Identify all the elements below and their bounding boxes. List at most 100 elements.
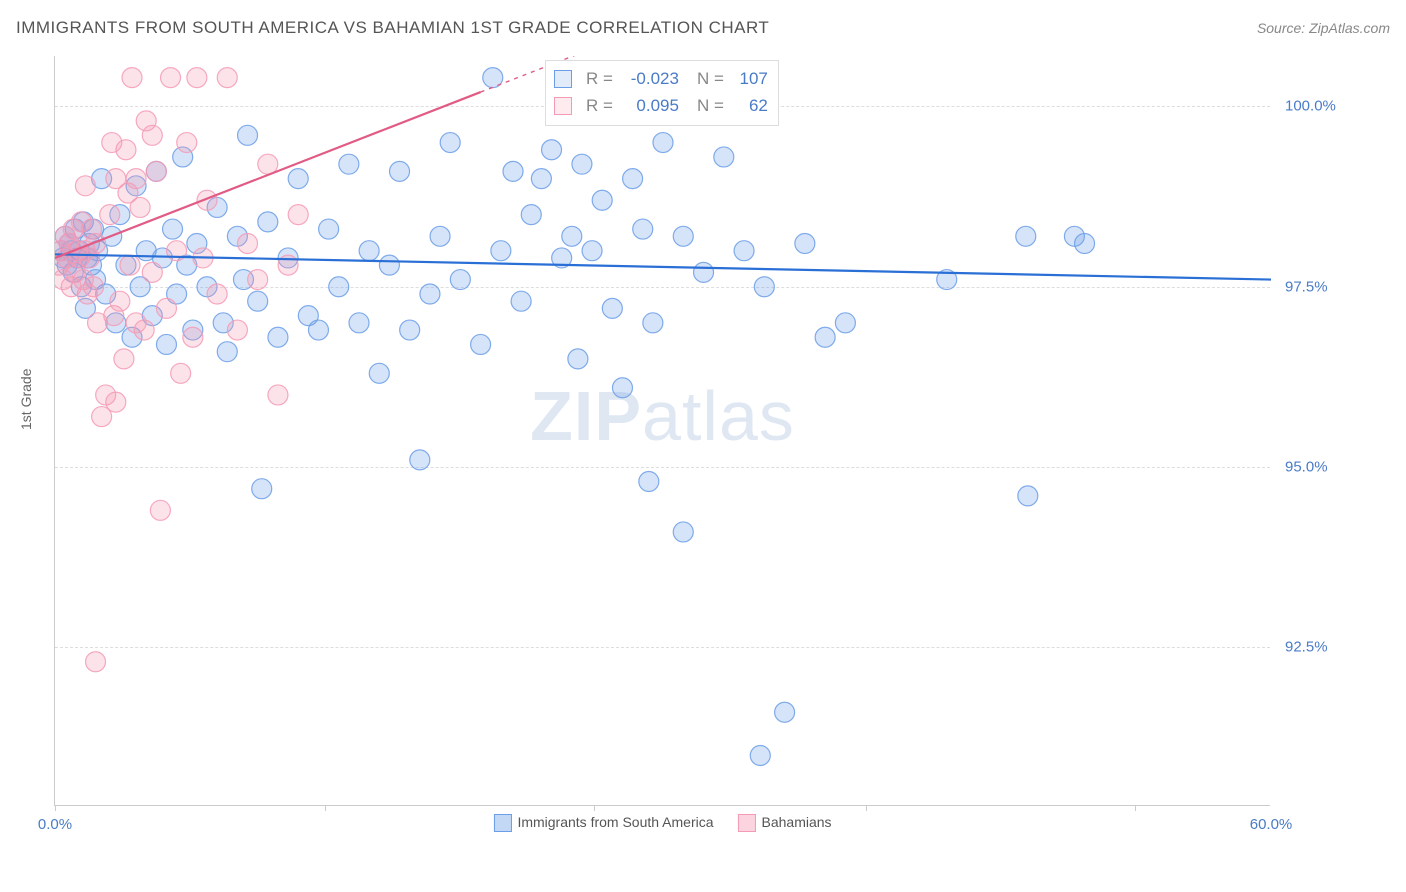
data-point	[268, 327, 288, 347]
r-value: 0.095	[621, 92, 679, 119]
stats-row: R = -0.023 N = 107	[554, 65, 768, 92]
data-point	[750, 746, 770, 766]
data-point	[379, 255, 399, 275]
data-point	[252, 479, 272, 499]
data-point	[775, 702, 795, 722]
r-value: -0.023	[621, 65, 679, 92]
data-point	[450, 270, 470, 290]
data-point	[106, 392, 126, 412]
n-value: 62	[732, 92, 768, 119]
data-point	[754, 277, 774, 297]
data-point	[100, 205, 120, 225]
data-point	[568, 349, 588, 369]
data-point	[248, 291, 268, 311]
y-tick-label: 100.0%	[1285, 98, 1336, 115]
n-label: N =	[697, 65, 724, 92]
data-point	[102, 133, 122, 153]
y-tick-label: 95.0%	[1285, 459, 1328, 476]
data-point	[653, 133, 673, 153]
data-point	[217, 342, 237, 362]
data-point	[714, 147, 734, 167]
data-point	[114, 349, 134, 369]
data-point	[582, 241, 602, 261]
data-point	[142, 125, 162, 145]
data-point	[795, 234, 815, 254]
data-point	[503, 161, 523, 181]
data-point	[134, 320, 154, 340]
legend-item: Immigrants from South America	[493, 814, 713, 832]
data-point	[319, 219, 339, 239]
data-point	[238, 125, 258, 145]
data-point	[542, 140, 562, 160]
data-point	[142, 262, 162, 282]
data-point	[359, 241, 379, 261]
legend-label: Immigrants from South America	[517, 814, 713, 830]
data-point	[623, 169, 643, 189]
data-point	[643, 313, 663, 333]
data-point	[572, 154, 592, 174]
x-tick-label: 60.0%	[1250, 816, 1293, 833]
data-point	[339, 154, 359, 174]
data-point	[118, 183, 138, 203]
data-point	[349, 313, 369, 333]
data-point	[268, 385, 288, 405]
series-swatch	[554, 97, 572, 115]
data-point	[612, 378, 632, 398]
legend-bottom: Immigrants from South America Bahamians	[493, 814, 831, 832]
data-point	[673, 226, 693, 246]
data-point	[120, 255, 140, 275]
y-tick-label: 92.5%	[1285, 639, 1328, 656]
data-point	[440, 133, 460, 153]
data-point	[531, 169, 551, 189]
n-value: 107	[732, 65, 768, 92]
r-label: R =	[586, 65, 613, 92]
data-point	[84, 277, 104, 297]
data-point	[308, 320, 328, 340]
data-point	[288, 205, 308, 225]
data-point	[217, 68, 237, 88]
data-point	[177, 133, 197, 153]
x-tick-label: 0.0%	[38, 816, 72, 833]
data-point	[410, 450, 430, 470]
r-label: R =	[586, 92, 613, 119]
data-point	[420, 284, 440, 304]
n-label: N =	[697, 92, 724, 119]
data-point	[248, 270, 268, 290]
data-point	[171, 363, 191, 383]
data-point	[161, 68, 181, 88]
data-point	[75, 176, 95, 196]
data-point	[1016, 226, 1036, 246]
data-point	[390, 161, 410, 181]
data-point	[86, 652, 106, 672]
plot-area: 92.5%95.0%97.5%100.0% 0.0%60.0% ZIPatlas…	[54, 56, 1270, 806]
data-point	[815, 327, 835, 347]
data-point	[207, 284, 227, 304]
legend-label: Bahamians	[762, 814, 832, 830]
data-point	[197, 190, 217, 210]
data-point	[471, 334, 491, 354]
data-point	[110, 291, 130, 311]
data-point	[163, 219, 183, 239]
source-label: Source: ZipAtlas.com	[1257, 20, 1390, 36]
data-point	[156, 298, 176, 318]
data-point	[734, 241, 754, 261]
y-tick-label: 97.5%	[1285, 278, 1328, 295]
data-point	[592, 190, 612, 210]
stats-box: R = -0.023 N = 107 R = 0.095 N = 62	[545, 60, 779, 126]
data-point	[673, 522, 693, 542]
data-point	[288, 169, 308, 189]
data-point	[694, 262, 714, 282]
data-point	[150, 500, 170, 520]
data-point	[602, 298, 622, 318]
data-point	[183, 327, 203, 347]
data-point	[562, 226, 582, 246]
data-point	[156, 334, 176, 354]
scatter-svg	[55, 56, 1271, 806]
legend-item: Bahamians	[738, 814, 832, 832]
data-point	[86, 234, 106, 254]
y-axis-label: 1st Grade	[18, 369, 34, 430]
series-swatch	[554, 70, 572, 88]
data-point	[329, 277, 349, 297]
data-point	[400, 320, 420, 340]
data-point	[521, 205, 541, 225]
